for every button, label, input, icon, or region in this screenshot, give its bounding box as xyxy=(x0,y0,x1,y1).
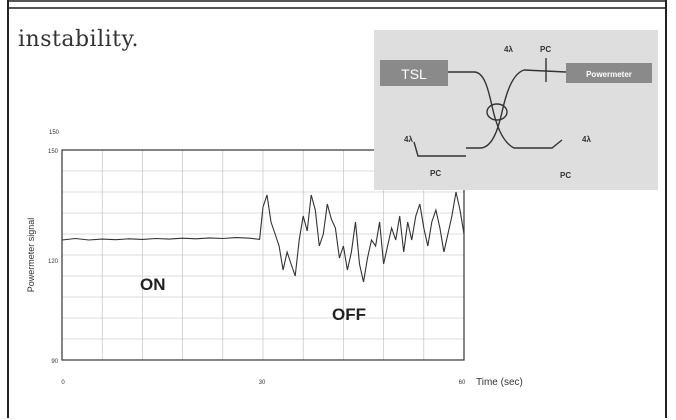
x-tick-label-60: 60 xyxy=(459,380,466,386)
tsl-box xyxy=(380,60,448,86)
y-top-label: 150 xyxy=(49,130,60,136)
powermeter-box xyxy=(566,63,652,83)
lambda-right-label: 4λ xyxy=(582,135,591,144)
fiber-tsl-to-coupler xyxy=(448,71,563,149)
powermeter-label: Powermeter xyxy=(586,70,632,79)
frame-rule-top xyxy=(7,0,667,2)
annotation-on: ON xyxy=(140,275,166,294)
y-tick-label-90: 90 xyxy=(51,359,58,365)
y-tick-label-150: 150 xyxy=(48,149,59,155)
tsl-label: TSL xyxy=(401,66,427,82)
frame-rule-inner xyxy=(7,7,667,9)
lead-text: instability. xyxy=(18,27,139,52)
figure-frame xyxy=(7,0,667,418)
annotation-off: OFF xyxy=(332,305,366,324)
y-tick-label-120: 120 xyxy=(48,259,59,265)
x-tick-label-30: 30 xyxy=(259,380,266,386)
pc-left-label: PC xyxy=(430,169,441,178)
pc-right-label: PC xyxy=(560,171,571,180)
x-tick-label-0: 0 xyxy=(61,380,65,386)
coupler-ring xyxy=(486,103,508,121)
fiber-left-loop xyxy=(413,141,466,157)
lambda-top-label: 4λ xyxy=(504,45,513,54)
series-line xyxy=(61,191,465,283)
setup-inset: TSL Powermeter 4λ PC 4λ PC 4λ PC xyxy=(374,30,658,190)
x-axis-label: Time (sec) xyxy=(476,377,523,388)
plot-frame xyxy=(61,149,465,361)
pc-top-label: PC xyxy=(540,45,551,54)
lambda-left-label: 4λ xyxy=(404,135,413,144)
fiber-coupler-to-powermeter xyxy=(466,69,567,149)
inset-background xyxy=(374,30,658,190)
y-axis-label: Powermeter signal xyxy=(26,218,36,293)
